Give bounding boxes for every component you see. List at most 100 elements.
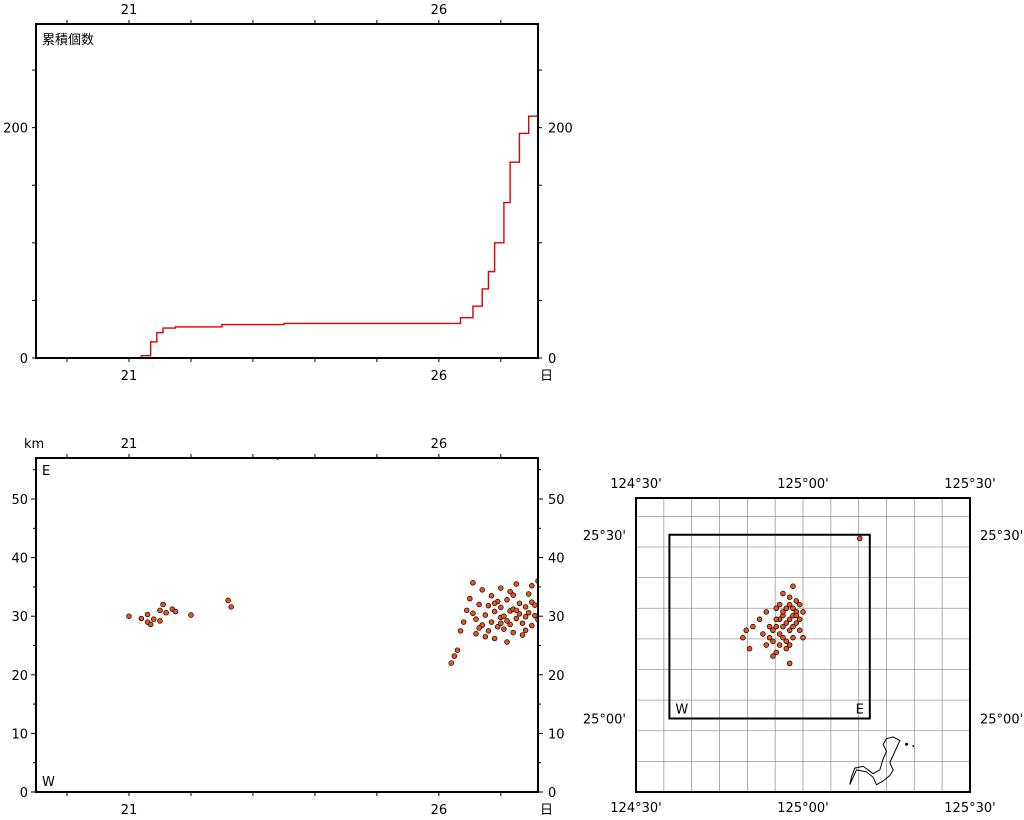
lon-tick-label: 125°30' <box>944 801 995 816</box>
direction-label-w: W <box>42 775 55 790</box>
x-tick-label-top: 26 <box>431 3 448 18</box>
lat-tick-label: 25°00' <box>583 713 626 728</box>
y-tick-label-right: 40 <box>548 552 565 567</box>
earthquake-point <box>504 597 510 603</box>
earthquake-point <box>476 601 482 608</box>
epicenter-point <box>790 583 796 589</box>
earthquake-point <box>529 622 535 629</box>
earthquake-point <box>525 609 532 616</box>
epicenter-point <box>786 601 793 608</box>
epicenter-point <box>780 609 786 615</box>
epicenter-point <box>773 649 780 656</box>
earthquake-point <box>163 609 169 616</box>
epicenter-point <box>796 627 803 634</box>
epicenter-point <box>763 609 770 615</box>
epicenter-point <box>793 612 800 619</box>
epicenter-point <box>776 631 783 637</box>
epicenter-map-panel <box>635 497 971 793</box>
earthquake-point <box>126 613 132 619</box>
epicenter-point <box>746 645 753 652</box>
earthquake-point <box>510 629 516 636</box>
lat-tick-label-right: 25°30' <box>980 529 1023 544</box>
epicenter-point <box>793 620 800 626</box>
earthquake-point <box>228 604 234 610</box>
epicenter-point <box>776 601 783 608</box>
earthquake-point <box>457 628 464 634</box>
y-tick-label: 0 <box>20 786 28 801</box>
coastline-group <box>849 736 915 786</box>
epicenter-point <box>780 623 786 630</box>
earthquake-point <box>513 581 520 587</box>
lat-tick-label-right: 25°00' <box>980 713 1023 728</box>
earthquake-point <box>498 620 504 626</box>
epicenter-point <box>766 623 773 630</box>
epicenter-point <box>770 653 776 659</box>
earthquake-point <box>513 615 520 622</box>
earthquake-point <box>516 600 523 607</box>
epicenter-point <box>770 627 776 634</box>
earthquake-point <box>491 635 498 642</box>
epicenter-point <box>790 634 796 641</box>
epicenter-point <box>857 535 863 542</box>
x-tick-label-top: 21 <box>121 3 138 18</box>
epicenters <box>740 535 863 667</box>
plot-frame <box>35 23 539 359</box>
y-tick-label: 0 <box>20 352 28 367</box>
x-axis-label: 日 <box>540 803 553 818</box>
map-frame <box>635 497 971 793</box>
plot-frame <box>35 457 539 793</box>
epicenter-point <box>793 598 800 604</box>
x-tick-label-top: 26 <box>431 437 448 452</box>
earthquake-point <box>470 580 476 586</box>
epicenter-point <box>796 601 803 608</box>
epicenter-point <box>750 623 756 630</box>
section-label-w: W <box>675 703 688 718</box>
epicenter-point <box>786 627 793 634</box>
epicenter-point <box>786 642 793 648</box>
y-tick-label-right: 10 <box>548 727 565 742</box>
earthquake-point <box>476 625 482 631</box>
earthquake-point <box>516 611 523 617</box>
x-tick-label: 26 <box>431 369 448 384</box>
y-axis-label: km <box>24 437 44 452</box>
epicenter-point <box>780 634 786 641</box>
lon-tick-label: 125°00' <box>777 801 828 816</box>
space-time-panel <box>31 454 543 796</box>
epicenter-point <box>743 627 749 634</box>
earthquake-point <box>513 607 520 614</box>
earthquake-point <box>448 660 454 666</box>
y-tick-label-right: 0 <box>548 352 556 367</box>
earthquake-point <box>473 631 479 637</box>
earthquake-point <box>157 618 163 624</box>
lon-tick-label-top: 125°30' <box>944 477 995 492</box>
earthquake-point <box>460 619 467 625</box>
earthquake-point <box>151 616 157 622</box>
y-tick-label-right: 20 <box>548 669 565 684</box>
lon-tick-label: 124°30' <box>610 801 661 816</box>
epicenter-point <box>760 631 766 637</box>
epicenter-point <box>756 616 763 623</box>
earthquake-point <box>522 604 529 610</box>
earthquake-point <box>501 626 507 632</box>
y-tick-label-right: 50 <box>548 493 565 508</box>
epicenter-point <box>783 620 790 626</box>
earthquake-point <box>488 619 495 625</box>
epicenter-point <box>800 634 806 641</box>
earthquake-point <box>157 607 163 614</box>
epicenter-point <box>783 605 790 611</box>
earthquake-point <box>473 616 479 622</box>
earthquake-point <box>225 597 231 604</box>
cumulative-count-line <box>36 93 539 359</box>
earthquake-point <box>522 614 529 620</box>
epicenter-point <box>783 638 790 645</box>
epicenter-point <box>773 605 780 611</box>
earthquake-point <box>507 588 513 595</box>
earthquake-point <box>525 591 532 597</box>
earthquake-point <box>491 600 498 607</box>
earthquake-point <box>519 632 526 638</box>
epicenter-point <box>763 642 770 648</box>
earthquake-point <box>485 602 492 609</box>
epicenter-point <box>796 616 803 623</box>
earthquake-point <box>522 627 529 634</box>
